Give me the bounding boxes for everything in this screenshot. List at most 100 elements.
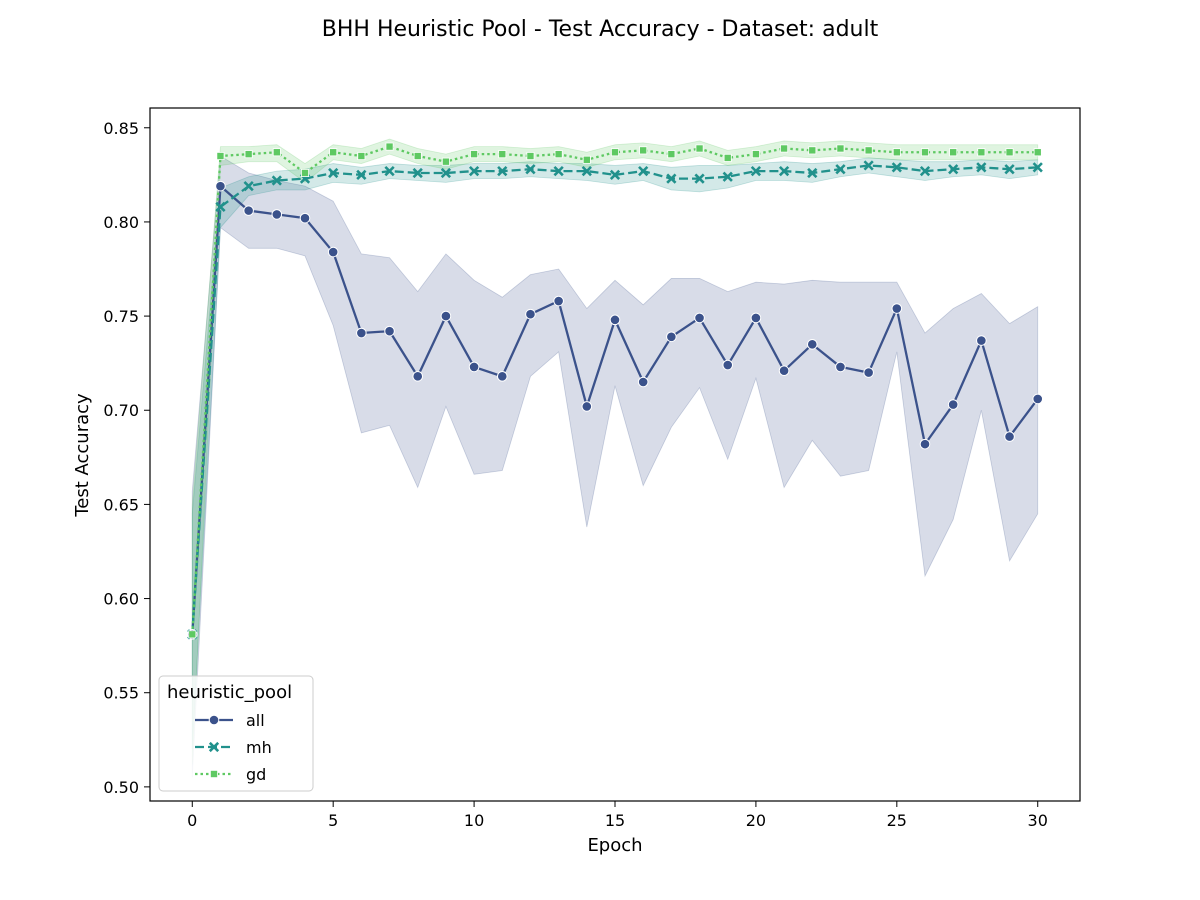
x-axis-label: Epoch [587, 835, 642, 856]
point-mh-11 [497, 165, 508, 177]
point-gd-9 [441, 157, 450, 166]
point-gd-0 [188, 630, 197, 639]
point-all-4 [299, 212, 311, 224]
point-mh-21 [778, 165, 790, 177]
y-axis: 0.50 0.55 0.60 0.65 0.70 0.75 0.80 0.85 [103, 119, 150, 797]
x-tick-label: 0 [187, 811, 197, 830]
series-markers [186, 142, 1044, 640]
point-gd-27 [949, 148, 958, 157]
legend-item-all: all [195, 711, 265, 730]
point-mh-27-stroke-b [948, 164, 959, 175]
x-axis: 0 5 10 15 20 25 30 [187, 801, 1048, 830]
point-mh-25 [891, 162, 902, 173]
point-mh-15-stroke-b [609, 169, 621, 180]
point-mh-12 [525, 164, 536, 175]
y-axis-label: Test Accuracy [72, 393, 93, 518]
x-tick-label: 15 [605, 811, 625, 830]
point-all-8 [412, 371, 424, 382]
point-mh-8-stroke-b [412, 167, 423, 179]
point-mh-9 [440, 167, 452, 179]
point-mh-9-stroke-b [440, 167, 452, 179]
point-mh-10-stroke-b [468, 165, 480, 177]
point-mh-14 [581, 165, 592, 177]
point-mh-18 [694, 173, 705, 184]
point-mh-7-stroke-b [384, 165, 395, 177]
point-gd-25 [892, 148, 901, 157]
confidence-bands [191, 138, 1039, 778]
point-mh-23 [835, 164, 846, 175]
x-tick-label: 25 [887, 811, 907, 830]
point-gd-3 [272, 148, 281, 157]
point-gd-17 [667, 150, 676, 159]
point-mh-6 [356, 169, 367, 180]
band-gd [191, 138, 1039, 765]
point-gd-21 [780, 144, 789, 153]
point-all-15 [609, 314, 621, 326]
point-all-24 [863, 367, 874, 378]
x-tick-label: 5 [328, 811, 338, 830]
point-mh-28-stroke-b [976, 162, 987, 173]
x-tick-label: 10 [464, 811, 484, 830]
point-mh-25-stroke-b [891, 162, 902, 173]
point-all-13 [553, 295, 564, 307]
y-tick-label: 0.50 [103, 778, 139, 797]
point-all-30 [1032, 393, 1044, 405]
point-all-22 [806, 339, 818, 350]
point-gd-16 [639, 146, 648, 155]
legend-marker-gd [209, 770, 218, 779]
y-tick-label: 0.70 [103, 401, 139, 420]
point-gd-18 [695, 144, 704, 153]
y-tick-label: 0.65 [103, 495, 139, 514]
point-mh-29-stroke-b [1004, 164, 1015, 175]
legend-title: heuristic_pool [167, 682, 292, 703]
point-all-16 [637, 376, 649, 388]
point-gd-26 [921, 148, 930, 157]
y-tick-label: 0.85 [103, 119, 139, 138]
point-mh-24-stroke-b [863, 160, 874, 171]
point-all-6 [356, 327, 367, 339]
point-gd-10 [470, 150, 479, 159]
point-all-1 [215, 180, 226, 192]
point-all-7 [384, 325, 395, 337]
legend-label: mh [246, 738, 272, 757]
point-all-14 [581, 401, 593, 412]
point-mh-12-stroke-b [525, 164, 536, 175]
point-mh-15 [609, 169, 621, 180]
legend: heuristic_pool all mh gd [158, 675, 314, 792]
point-gd-20 [751, 150, 760, 159]
point-mh-30 [1032, 162, 1043, 173]
point-gd-1 [216, 152, 225, 161]
point-mh-2-stroke-b [243, 181, 254, 192]
legend-marker-mh [208, 741, 220, 753]
point-mh-5 [328, 167, 339, 179]
point-all-9 [440, 310, 452, 322]
point-mh-1-stroke-b [215, 201, 226, 212]
x-tick-label: 20 [746, 811, 766, 830]
point-mh-23-stroke-b [835, 164, 846, 175]
point-gd-14 [582, 155, 591, 164]
legend-item-gd: gd [195, 765, 266, 784]
legend-box [158, 675, 314, 792]
point-mh-19-stroke-b [722, 171, 733, 182]
point-mh-3-stroke-b [271, 175, 282, 186]
point-all-25 [891, 303, 903, 314]
legend-label: gd [246, 765, 266, 784]
point-all-10 [468, 361, 480, 373]
point-all-12 [525, 308, 536, 320]
point-all-17 [666, 331, 677, 343]
point-mh-16-stroke-b [638, 165, 649, 177]
point-all-2 [243, 205, 254, 216]
y-tick-label: 0.75 [103, 307, 139, 326]
point-mh-13-stroke-b [553, 165, 564, 177]
point-mh-11-stroke-b [497, 165, 508, 177]
point-gd-19 [723, 153, 732, 162]
point-mh-22-stroke-b [807, 167, 818, 179]
point-all-19 [722, 359, 734, 371]
point-all-29 [1004, 431, 1015, 442]
point-gd-2 [244, 150, 253, 159]
point-mh-2 [243, 181, 254, 192]
point-mh-13 [553, 165, 564, 177]
legend-marker-mh-stroke-b [208, 741, 220, 753]
point-mh-30-stroke-b [1032, 162, 1043, 173]
